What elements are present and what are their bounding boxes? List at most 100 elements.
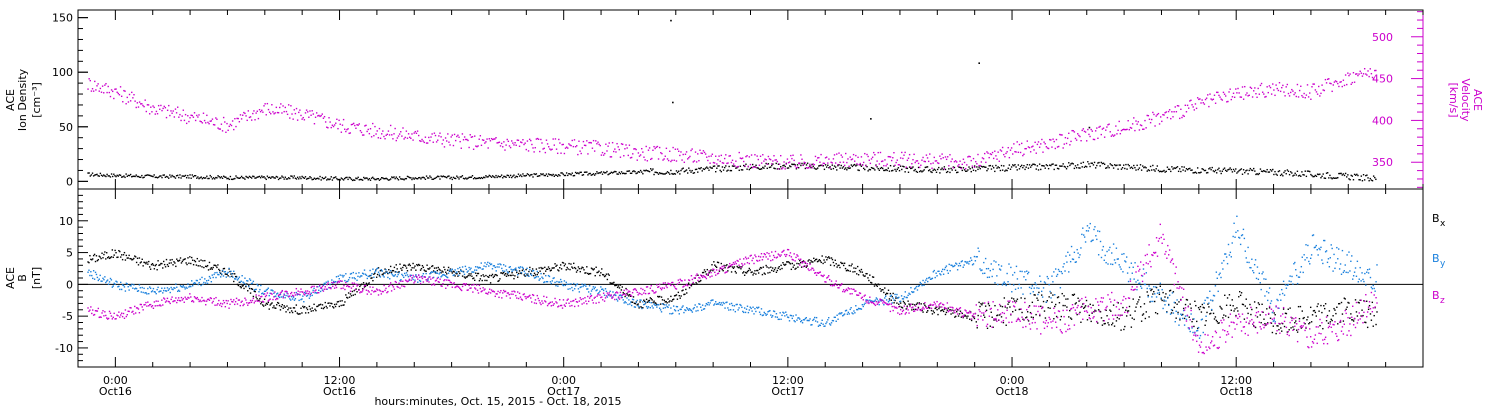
- field-By-point: [121, 284, 124, 286]
- field-By-point: [1148, 285, 1150, 287]
- field-By-point: [1119, 266, 1121, 268]
- field-By-point: [513, 269, 515, 271]
- top-series-0-point: [994, 170, 996, 173]
- field-By-point: [351, 277, 354, 279]
- field-By-point: [941, 270, 943, 273]
- top-series-1-point: [466, 138, 468, 141]
- field-By-point: [91, 274, 93, 277]
- field-Bx-point: [568, 262, 570, 265]
- top-series-0-point: [424, 178, 427, 180]
- top-series-1-point: [1061, 134, 1063, 136]
- field-Bx-point: [404, 265, 407, 267]
- top-series-1-point: [438, 135, 440, 137]
- top-series-1-point: [1190, 99, 1192, 101]
- top-series-1-point: [711, 153, 714, 155]
- top-series-0-point: [1274, 170, 1276, 173]
- field-By-point: [377, 271, 380, 273]
- field-By-point: [1136, 288, 1138, 291]
- field-By-point: [672, 312, 674, 315]
- field-Bx-point: [848, 264, 850, 267]
- field-Bx-point: [158, 264, 160, 267]
- field-Bx-point: [996, 314, 998, 317]
- top-series-1-point: [1040, 143, 1042, 145]
- field-Bx-point: [1054, 303, 1057, 306]
- top-series-1-point: [810, 165, 812, 167]
- field-By-point: [684, 309, 686, 311]
- field-By-point: [425, 272, 427, 275]
- top-series-0-point: [648, 170, 651, 173]
- field-By-point: [804, 317, 807, 320]
- field-Bx-point: [372, 279, 374, 282]
- field-Bx-point: [1097, 322, 1099, 324]
- top-series-0-point: [552, 173, 554, 176]
- field-By-point: [563, 280, 566, 282]
- field-By-point: [132, 287, 134, 289]
- top-series-1-point: [605, 143, 607, 145]
- field-Bx-point: [1034, 294, 1036, 296]
- field-By-point: [347, 280, 349, 283]
- field-Bx-point: [660, 296, 663, 298]
- top-series-1-point: [1119, 132, 1122, 135]
- field-Bx-point: [545, 270, 547, 272]
- field-By-point: [771, 316, 773, 318]
- field-Bx-point: [1223, 314, 1225, 316]
- top-series-1-point: [808, 167, 810, 169]
- field-Bx-point: [625, 287, 627, 290]
- top-series-0-point: [819, 164, 821, 167]
- field-By-point: [1083, 236, 1086, 238]
- field-By-point: [718, 301, 721, 304]
- top-series-0-point: [474, 177, 476, 179]
- field-By-point: [627, 303, 629, 306]
- field-Bx-point: [529, 266, 531, 269]
- top-series-0-point: [925, 166, 928, 168]
- top-series-0-point: [686, 172, 689, 174]
- field-Bx-point: [1089, 303, 1091, 306]
- field-Bx-point: [1338, 302, 1341, 305]
- top-series-1-point: [1098, 126, 1100, 128]
- velocity-tick-label: 450: [1372, 73, 1393, 86]
- top-series-0-point: [178, 176, 180, 179]
- field-By-point: [365, 274, 368, 277]
- top-series-0-point: [521, 175, 523, 178]
- top-series-0-point: [1296, 170, 1299, 172]
- top-series-0-point: [976, 166, 978, 168]
- top-series-0-point: [92, 175, 95, 177]
- top-series-0-point: [1368, 180, 1370, 182]
- field-By-point: [809, 318, 811, 320]
- field-Bx-point: [1032, 316, 1034, 319]
- field-By-point: [678, 313, 680, 315]
- field-By-point: [833, 316, 836, 319]
- field-By-point: [831, 319, 834, 322]
- top-series-1-point: [484, 142, 486, 144]
- field-Bx-point: [515, 269, 517, 271]
- top-series-1-point: [144, 99, 146, 101]
- top-series-0-point: [440, 175, 442, 177]
- field-Bx-point: [1150, 289, 1152, 292]
- field-Bx-point: [1196, 327, 1199, 330]
- field-Bx-point: [1053, 318, 1055, 320]
- top-series-0-point: [765, 162, 767, 165]
- field-By-point: [130, 285, 132, 287]
- top-series-1-point: [285, 110, 288, 113]
- top-series-1-point: [1219, 96, 1221, 98]
- top-series-1-point: [1198, 98, 1200, 101]
- field-Bx-point: [1127, 310, 1130, 312]
- field-Bx-point: [1316, 305, 1318, 308]
- top-series-1-point: [216, 118, 218, 121]
- field-Bx-point: [624, 295, 626, 298]
- top-series-0-point: [1072, 163, 1074, 165]
- top-series-0-point: [533, 173, 535, 175]
- field-Bx-point: [504, 272, 507, 275]
- field-By-point: [154, 291, 156, 293]
- field-Bx-point: [771, 269, 773, 272]
- top-series-1-point: [1174, 106, 1176, 108]
- field-By-point: [709, 302, 711, 304]
- field-By-point: [197, 283, 199, 286]
- field-Bx-point: [749, 269, 751, 271]
- field-Bx-point: [1027, 320, 1030, 322]
- top-series-0-point: [202, 176, 205, 179]
- field-Bx-point: [1346, 306, 1348, 308]
- top-series-0-point: [432, 178, 434, 181]
- field-Bx-point: [1056, 296, 1059, 299]
- top-series-1-point: [723, 157, 726, 160]
